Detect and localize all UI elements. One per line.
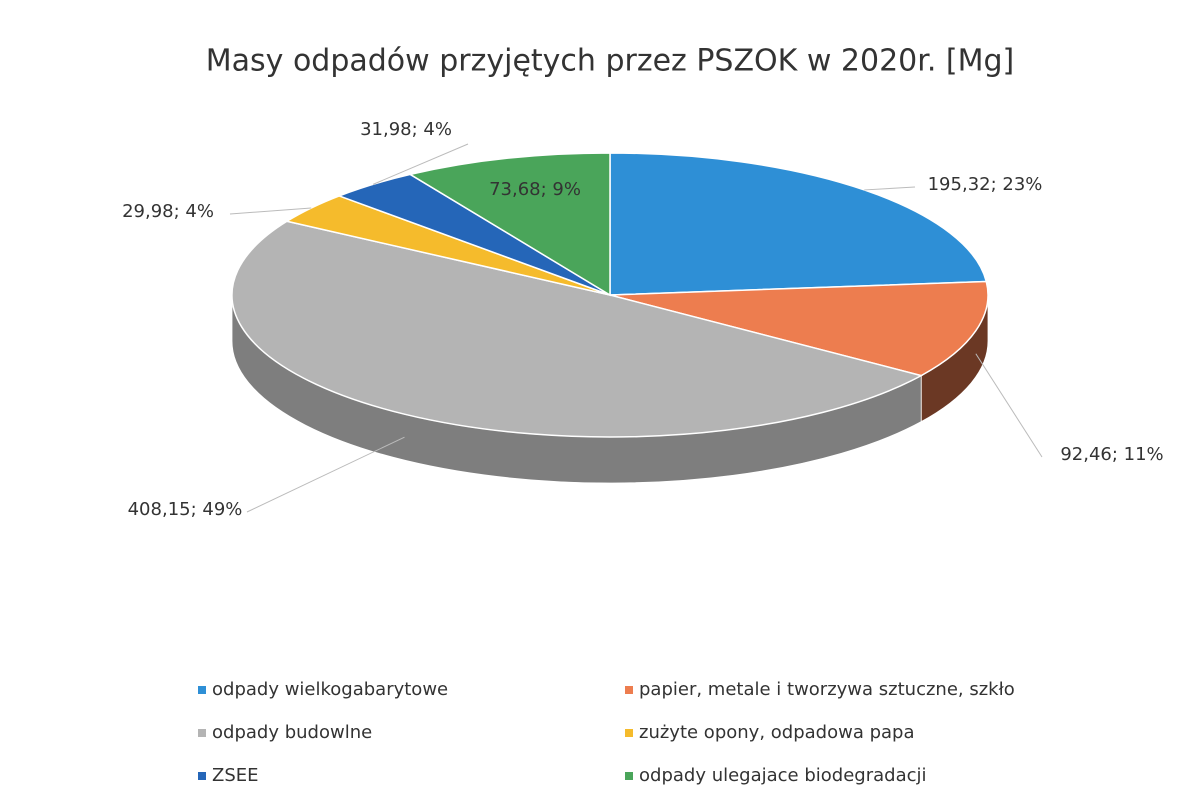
slice <box>408 152 611 297</box>
legend-marker <box>198 772 206 780</box>
legend-marker <box>198 729 206 737</box>
data-label: 408,15; 49% <box>128 499 243 520</box>
leader-line <box>372 143 469 185</box>
legend-label: odpady wielkogabarytowe <box>212 679 448 700</box>
slice <box>231 220 924 438</box>
leader-line <box>246 436 405 513</box>
legend-marker <box>625 686 633 694</box>
data-label: 92,46; 11% <box>1060 444 1163 465</box>
data-label: 73,68; 9% <box>489 179 581 200</box>
slice <box>609 280 989 377</box>
legend-label: odpady ulegajace biodegradacji <box>639 765 927 786</box>
data-label: 31,98; 4% <box>360 119 452 140</box>
slice <box>609 152 988 296</box>
data-label: 195,32; 23% <box>928 174 1043 195</box>
legend-marker <box>625 772 633 780</box>
leader-line <box>864 186 916 191</box>
chart-title: Masy odpadów przyjętych przez PSZOK w 20… <box>206 44 1015 79</box>
leader-line <box>229 207 312 215</box>
legend-label: odpady budowlne <box>212 722 372 743</box>
leader-line <box>975 353 1043 458</box>
legend-marker <box>625 729 633 737</box>
legend-label: ZSEE <box>212 765 259 786</box>
legend-marker <box>198 686 206 694</box>
legend-label: papier, metale i tworzywa sztuczne, szkł… <box>639 679 1015 700</box>
data-label: 29,98; 4% <box>122 201 214 222</box>
legend-label: zużyte opony, odpadowa papa <box>639 722 914 743</box>
